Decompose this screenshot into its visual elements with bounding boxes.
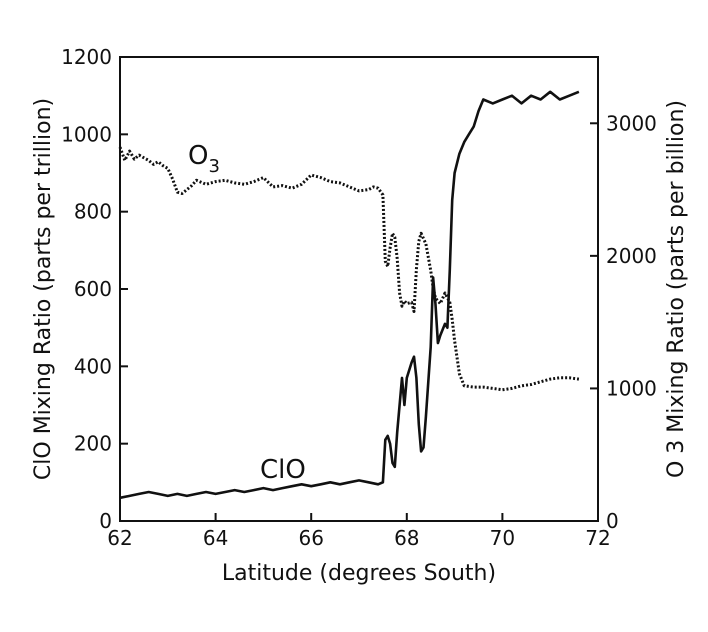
series-label-o3: O3 — [188, 141, 220, 177]
y-axis-left-title: ClO Mixing Ratio (parts per trillion) — [31, 98, 56, 480]
x-tick-label: 70 — [490, 526, 515, 550]
y-axis-right-title: O 3 Mixing Ratio (parts per billion) — [664, 100, 689, 478]
series-layer — [118, 90, 580, 500]
series-label-clo: ClO — [260, 455, 306, 485]
series-line-clo — [119, 90, 580, 500]
x-tick-label: 62 — [107, 526, 132, 550]
y-right-tick-label: 1000 — [606, 376, 657, 400]
y-right-tick-label: 2000 — [606, 244, 657, 268]
y-left-tick-label: 400 — [74, 354, 112, 378]
x-tick-label: 72 — [585, 526, 610, 550]
y-left-tick-label: 0 — [99, 509, 112, 533]
y-left-tick-label: 1200 — [61, 45, 112, 69]
y-left-tick-label: 1000 — [61, 122, 112, 146]
y-left-tick-label: 200 — [74, 432, 112, 456]
x-tick-label: 66 — [298, 526, 323, 550]
x-tick-label: 68 — [394, 526, 419, 550]
x-axis: 62 64 66 68 70 72 — [107, 513, 611, 550]
y-axis-right: 0 1000 2000 3000 — [590, 111, 657, 533]
y-left-tick-label: 800 — [74, 200, 112, 224]
series-label-o3-subscript: 3 — [208, 156, 219, 177]
x-tick-label: 64 — [203, 526, 228, 550]
y-right-tick-label: 0 — [606, 509, 619, 533]
x-axis-title: Latitude (degrees South) — [222, 561, 496, 586]
y-right-tick-label: 3000 — [606, 111, 657, 135]
plot-frame — [119, 56, 599, 522]
series-label-o3-main: O — [188, 141, 208, 171]
y-left-tick-label: 600 — [74, 277, 112, 301]
y-axis-left: 0 200 400 600 800 1000 1200 — [61, 45, 128, 533]
series-line-o3 — [118, 146, 580, 392]
